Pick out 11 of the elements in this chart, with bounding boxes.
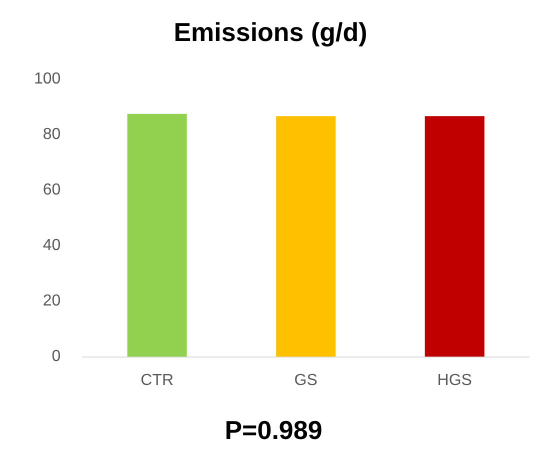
y-tick-label: 80 bbox=[42, 126, 61, 144]
y-tick-label: 20 bbox=[42, 292, 61, 310]
text: P=0.989 bbox=[224, 415, 322, 446]
y-tick-label: 40 bbox=[42, 237, 61, 254]
y-tick-label: 100 bbox=[34, 70, 61, 88]
chart-title: Emissions (g/d) bbox=[174, 16, 368, 47]
x-tick-label: GS bbox=[294, 372, 318, 389]
y-tick-label: 0 bbox=[52, 348, 61, 366]
y-tick-label: 60 bbox=[42, 182, 61, 199]
x-tick-label: HGS bbox=[437, 372, 472, 389]
x-tick-label: CTR bbox=[140, 372, 174, 389]
